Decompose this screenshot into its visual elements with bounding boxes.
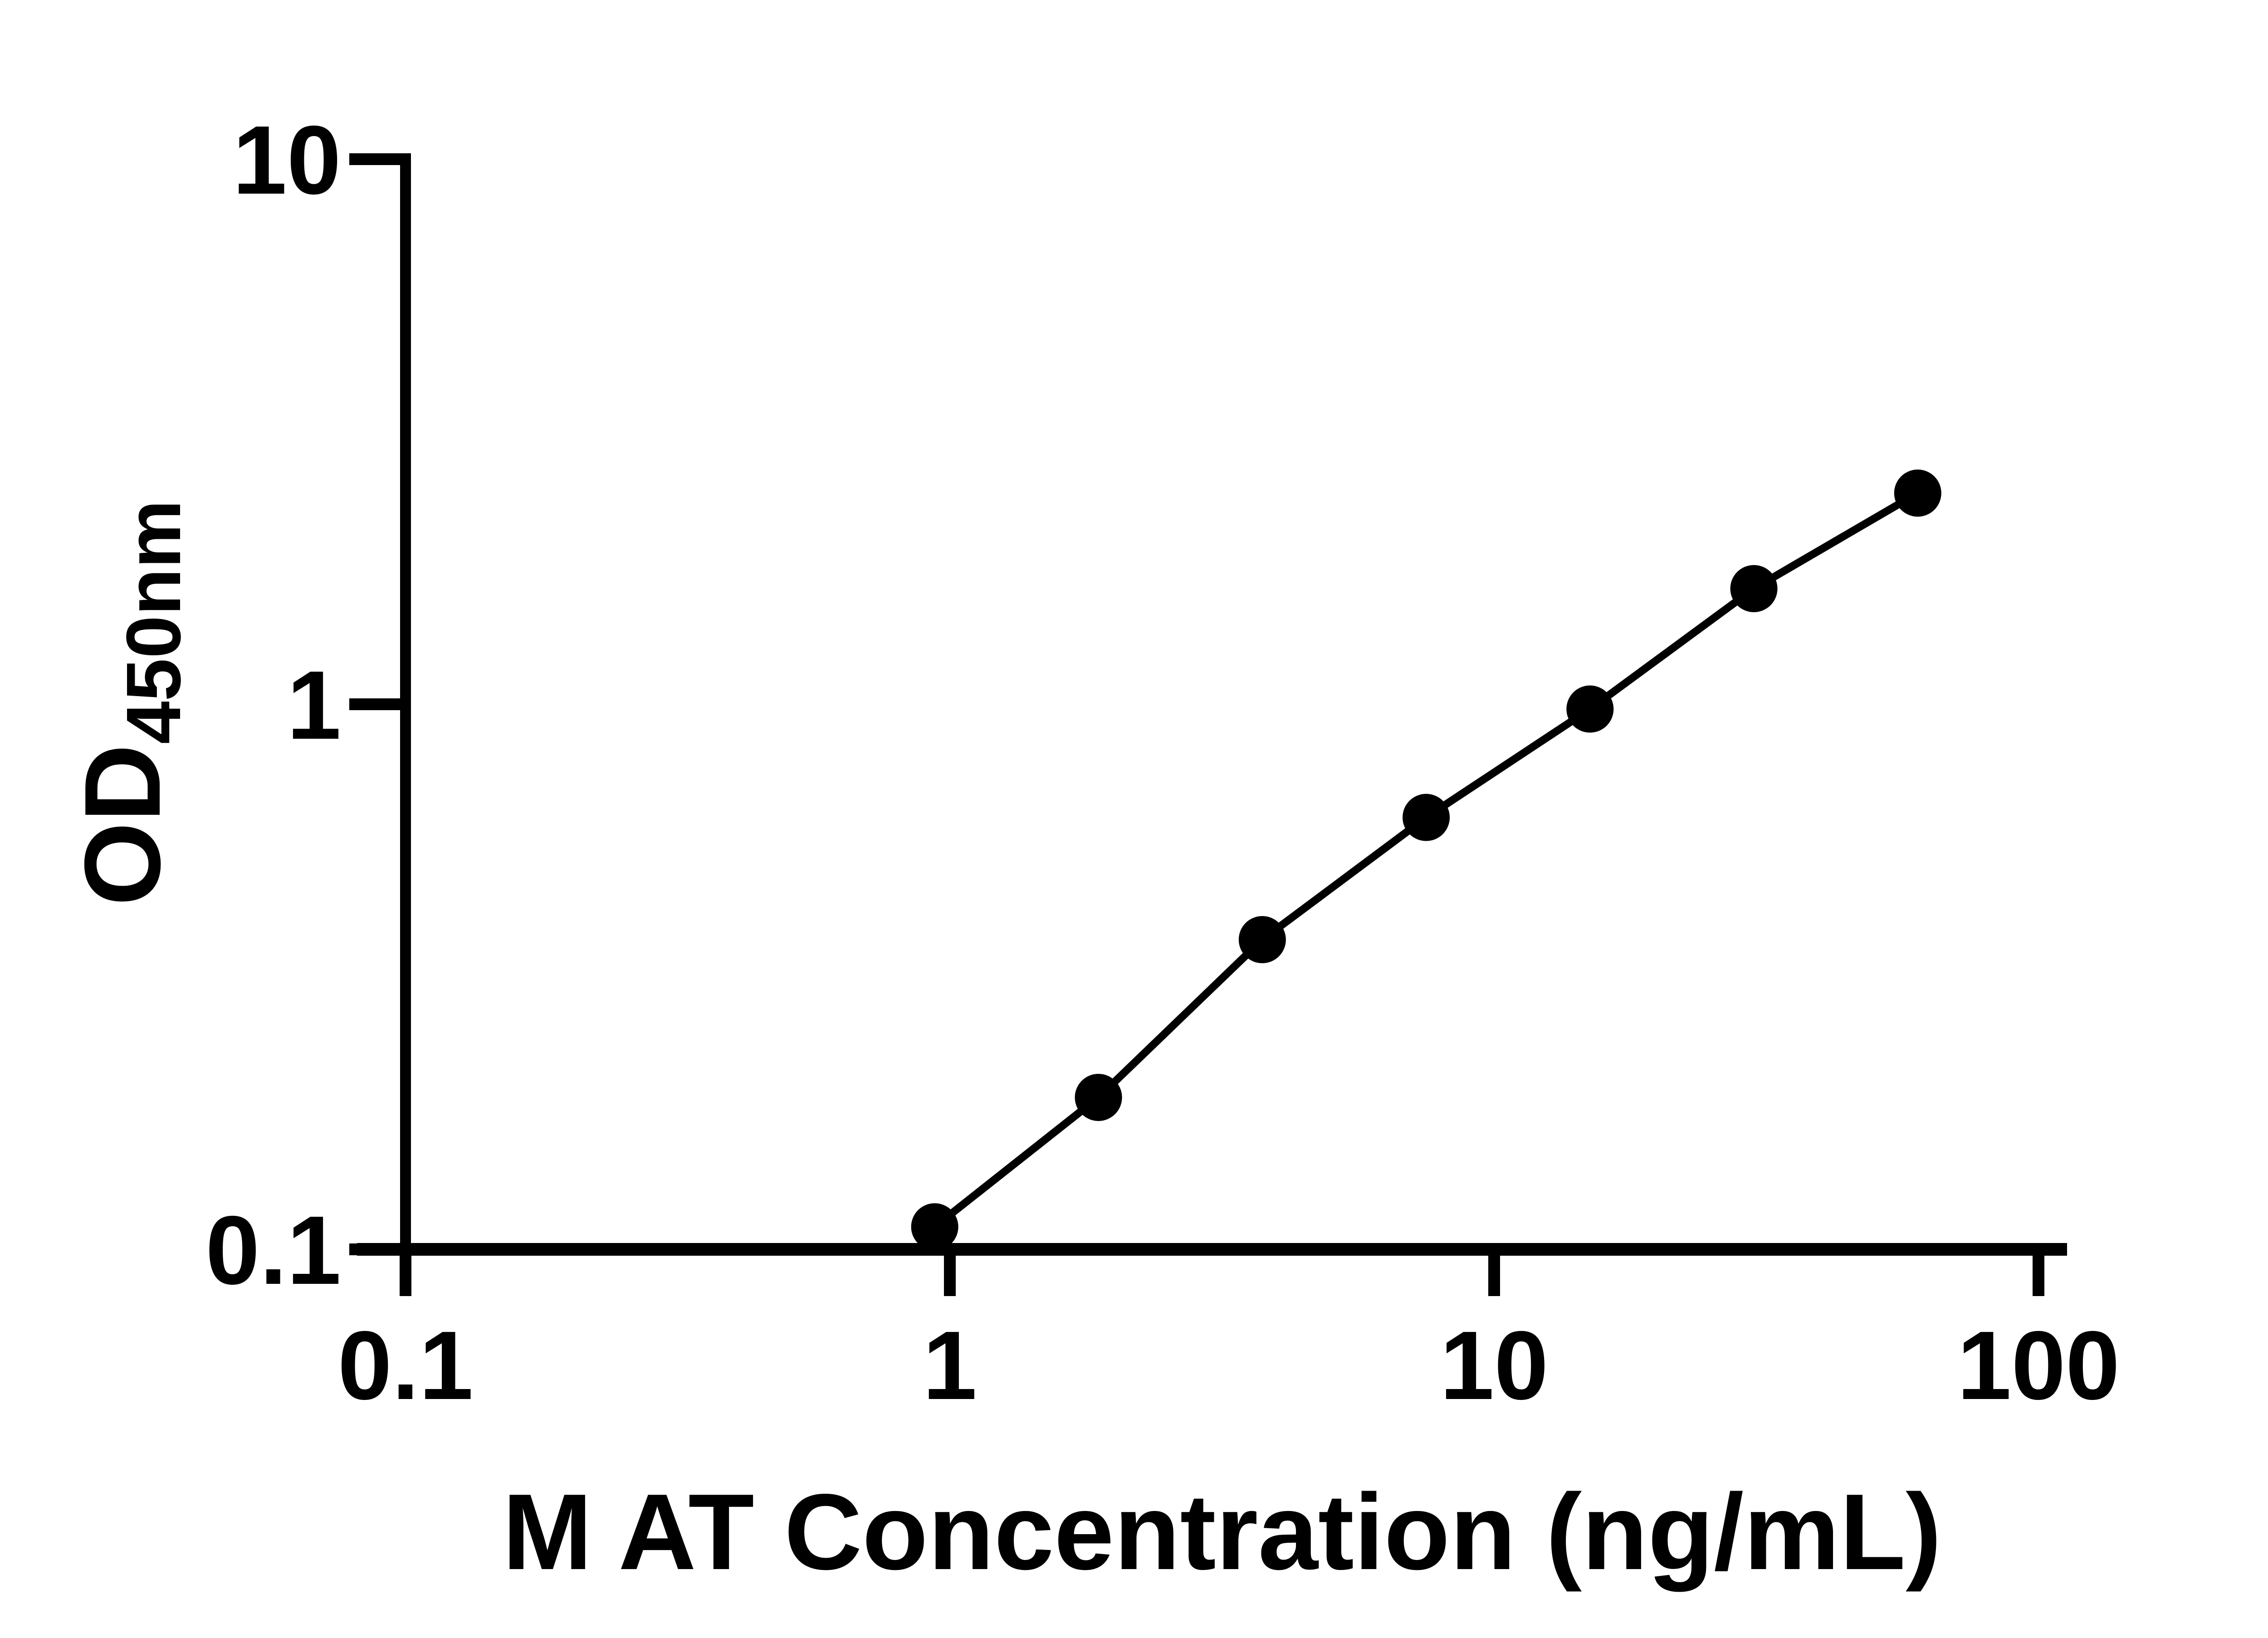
y-axis-title-subscript: 450nm — [111, 500, 197, 744]
data-point-30ng — [1730, 565, 1778, 612]
data-point-7.5ng — [1403, 794, 1450, 841]
data-point-0.938ng — [911, 1203, 958, 1251]
y-tick-label-1: 1 — [287, 650, 341, 760]
data-point-15ng — [1566, 685, 1614, 733]
y-axis-title: OD450nm — [63, 500, 197, 906]
data-point-1.875ng — [1075, 1073, 1122, 1121]
axis-tick-labels: 0.1 1 10 100 0.1 1 10 — [205, 105, 2120, 1420]
axes — [357, 153, 2067, 1256]
data-point-60ng — [1894, 469, 1941, 517]
axis-ticks — [349, 153, 2044, 1296]
data-series — [911, 469, 1941, 1251]
y-tick-label-0.1: 0.1 — [205, 1195, 341, 1305]
x-tick-label-100: 100 — [1957, 1311, 2120, 1420]
x-tick-label-1: 1 — [923, 1311, 977, 1420]
x-tick-label-10: 10 — [1440, 1311, 1548, 1420]
x-tick-label-0.1: 0.1 — [338, 1311, 474, 1420]
y-axis-title-main: OD — [63, 744, 183, 906]
data-point-3.75ng — [1238, 916, 1286, 964]
x-axis-title: M AT Concentration (ng/mL) — [503, 1472, 1942, 1592]
y-tick-label-10: 10 — [233, 105, 341, 214]
